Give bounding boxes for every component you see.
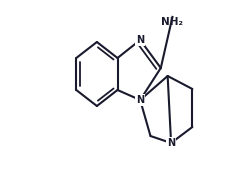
Text: N: N — [167, 138, 175, 148]
Text: N: N — [136, 35, 144, 45]
Text: N: N — [136, 95, 144, 105]
Text: NH₂: NH₂ — [161, 17, 184, 27]
